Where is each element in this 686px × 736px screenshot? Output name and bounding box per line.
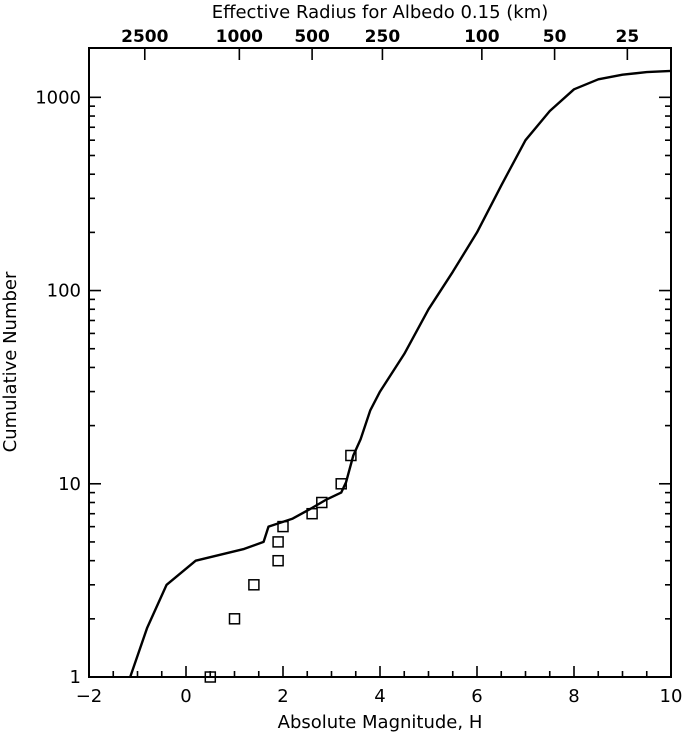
observed-point-marker bbox=[345, 449, 357, 462]
observed-point-marker bbox=[316, 496, 328, 509]
top-tick-label: 250 bbox=[365, 27, 401, 47]
x-axis-ticks: −2 0 2 4 6 8 10 bbox=[76, 666, 683, 707]
top-tick-label: 500 bbox=[294, 27, 330, 47]
model-curve bbox=[129, 69, 672, 678]
top-tick-label: 100 bbox=[464, 27, 500, 47]
x-tick-label: 0 bbox=[180, 686, 191, 707]
observed-point-marker bbox=[272, 554, 284, 567]
y-tick-label: 10 bbox=[58, 474, 81, 495]
y-axis-title: Cumulative Number bbox=[0, 271, 21, 452]
x-tick-label: 2 bbox=[277, 686, 288, 707]
top-tick-label: 25 bbox=[616, 27, 640, 47]
observed-point-marker bbox=[335, 478, 347, 490]
observed-point-marker bbox=[272, 536, 284, 548]
y-tick-label: 1000 bbox=[35, 87, 81, 108]
top-tick-label: 1000 bbox=[216, 27, 263, 47]
x-axis-title: Absolute Magnitude, H bbox=[278, 712, 483, 733]
top-axis-title: Effective Radius for Albedo 0.15 (km) bbox=[212, 2, 549, 23]
plot-frame bbox=[88, 47, 672, 678]
x-tick-label: 6 bbox=[471, 686, 482, 707]
observed-point-marker bbox=[277, 520, 289, 533]
observed-point-marker bbox=[248, 579, 260, 591]
y-axis-ticks: 1 10 100 1000 bbox=[35, 87, 671, 688]
observed-point-marker bbox=[228, 613, 241, 625]
x-tick-label: −2 bbox=[76, 686, 103, 707]
observed-point-marker bbox=[306, 507, 318, 520]
top-axis-ticks: 2500 1000 500 250 100 50 25 bbox=[121, 27, 639, 60]
top-tick-label: 2500 bbox=[121, 27, 168, 47]
x-tick-label: 8 bbox=[568, 686, 579, 707]
y-tick-label: 100 bbox=[47, 281, 81, 302]
plot-series bbox=[129, 69, 672, 683]
y-tick-label: 1 bbox=[70, 667, 81, 688]
x-tick-label: 10 bbox=[660, 686, 683, 707]
x-tick-label: 4 bbox=[374, 686, 385, 707]
top-tick-label: 50 bbox=[543, 27, 567, 47]
